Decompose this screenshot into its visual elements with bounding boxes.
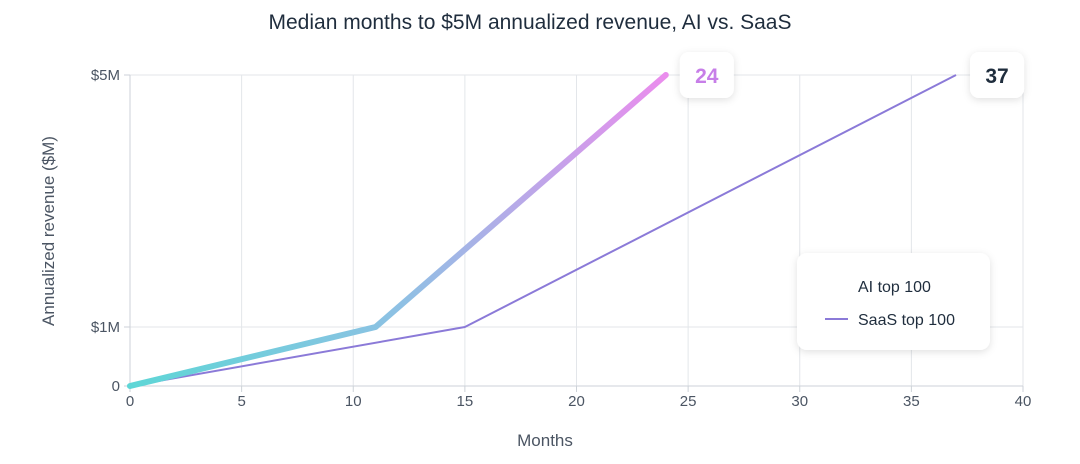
y-tick-labels: 0 $1M $5M: [91, 67, 120, 395]
y-tick-label-1: $1M: [91, 319, 120, 336]
end-label-box-ai: [679, 52, 734, 98]
series-line-saas: [129, 74, 957, 387]
series-group: [127, 72, 957, 389]
x-tick-label-40: 40: [1015, 393, 1032, 410]
legend-label-ai: AI top 100: [858, 279, 931, 296]
x-tick-label-30: 30: [791, 393, 808, 410]
x-tick-label-20: 20: [568, 393, 585, 410]
x-tick-label-5: 5: [237, 393, 245, 410]
x-tick-label-35: 35: [903, 393, 920, 410]
x-tick-label-25: 25: [680, 393, 697, 410]
end-label-ai: 24: [695, 65, 719, 88]
x-axis-label: Months: [517, 431, 573, 450]
end-labels: 24 37: [679, 52, 1025, 98]
x-tick-label-10: 10: [345, 393, 362, 410]
x-tick-labels: 0 5 10 15 20 25 30 35 40: [126, 393, 1032, 410]
series-line-ai: [127, 72, 669, 389]
end-label-box-saas: [970, 52, 1025, 98]
x-tick-label-0: 0: [126, 393, 134, 410]
legend-label-saas: SaaS top 100: [858, 312, 955, 329]
y-tick-label-0: 0: [112, 378, 120, 395]
y-tick-label-5: $5M: [91, 67, 120, 84]
x-tick-label-15: 15: [457, 393, 474, 410]
chart-title: Median months to $5M annualized revenue,…: [269, 11, 792, 34]
legend-box: [797, 253, 990, 350]
y-axis-label: Annualized revenue ($M): [39, 136, 58, 326]
legend: AI top 100 SaaS top 100: [797, 253, 990, 350]
end-label-saas: 37: [985, 65, 1008, 88]
